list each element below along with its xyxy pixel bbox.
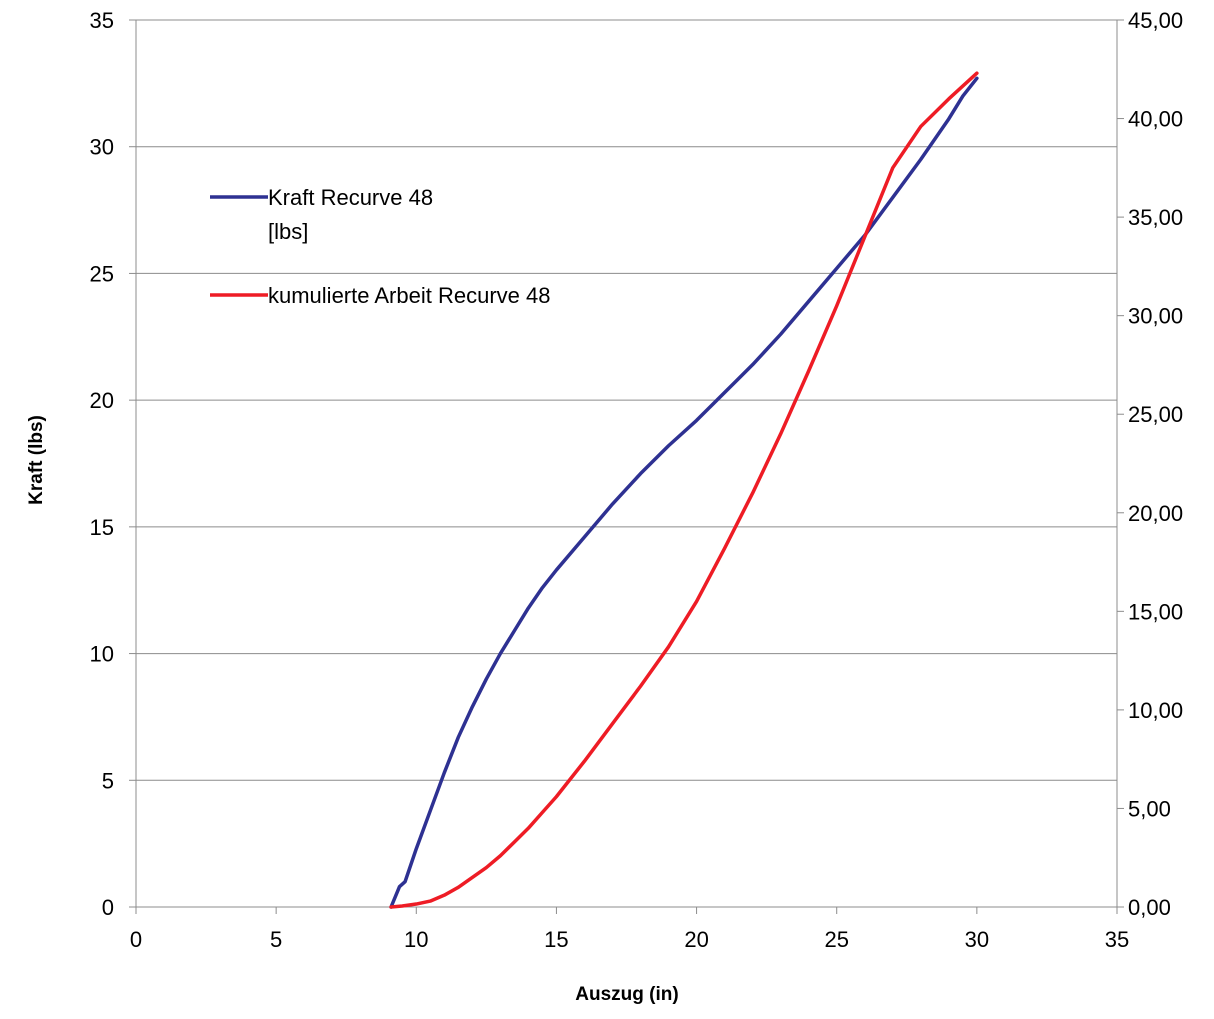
axes: [135, 20, 1118, 908]
x-tick-label: 25: [824, 927, 848, 952]
y2-tick-label: 10,00: [1128, 698, 1183, 723]
y-tick-label: 5: [102, 768, 114, 793]
y-tick-label: 30: [90, 135, 114, 160]
y-tick-label: 15: [90, 515, 114, 540]
x-tick-label: 10: [404, 927, 428, 952]
x-tick-label: 20: [684, 927, 708, 952]
series-line-2: [389, 71, 979, 909]
y2-tick-label: 35,00: [1128, 205, 1183, 230]
x-tick-label: 5: [270, 927, 282, 952]
y-tick-label: 25: [90, 261, 114, 286]
x-axis-ticks: 0 5 10 15 20 25 30 35: [130, 907, 1129, 952]
legend: Kraft Recurve 48 [lbs] kumulierte Arbeit R…: [210, 185, 550, 308]
x-tick-label: 0: [130, 927, 142, 952]
y-tick-label: 0: [102, 895, 114, 920]
y-tick-label: 20: [90, 388, 114, 413]
series-line-1: [389, 76, 979, 909]
y-axis-title: Kraft (lbs): [26, 415, 47, 505]
y2-tick-label: 45,00: [1128, 8, 1183, 33]
y2-tick-label: 15,00: [1128, 599, 1183, 624]
y2-tick-label: 20,00: [1128, 501, 1183, 526]
gridlines: [136, 19, 1117, 781]
y-axis-ticks: 0 5 10 15 20 25 30 35: [90, 8, 136, 920]
legend-label-1: [lbs]: [268, 219, 308, 244]
y2-tick-label: 25,00: [1128, 402, 1183, 427]
y2-tick-label: 5,00: [1128, 796, 1171, 821]
x-tick-label: 15: [544, 927, 568, 952]
series-group: [389, 71, 979, 909]
legend-label-2: kumulierte Arbeit Recurve 48: [268, 283, 550, 308]
x-tick-label: 35: [1105, 927, 1129, 952]
x-axis-title: Auszug (in): [575, 984, 678, 1005]
y-tick-label: 10: [90, 642, 114, 667]
legend-label-1: Kraft Recurve 48: [268, 185, 433, 210]
x-tick-label: 30: [965, 927, 989, 952]
y2-axis-ticks: 0,00 5,00 10,00 15,00 20,00 25,00 30,00 35,00 40…: [1117, 8, 1183, 920]
y-tick-label: 35: [90, 8, 114, 33]
y2-tick-label: 40,00: [1128, 107, 1183, 132]
y2-tick-label: 0,00: [1128, 895, 1171, 920]
y2-tick-label: 30,00: [1128, 304, 1183, 329]
